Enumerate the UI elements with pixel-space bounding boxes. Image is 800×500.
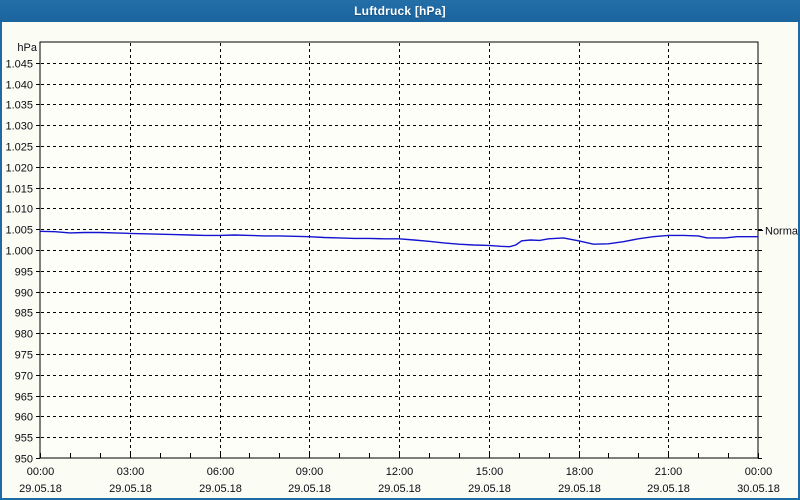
y-tick-label: 1.035: [5, 100, 33, 112]
y-tick-label: 1.005: [5, 225, 33, 237]
y-tick-label: 1.020: [5, 163, 33, 175]
x-tick-time-label: 06:00: [207, 466, 235, 478]
y-tick-label: 980: [15, 329, 33, 341]
x-tick-date-label: 29.05.18: [647, 483, 690, 495]
y-tick-label: 1.000: [5, 246, 33, 258]
y-tick-label: 1.030: [5, 121, 33, 133]
y-tick-label: 965: [15, 392, 33, 404]
y-tick-label: 955: [15, 433, 33, 445]
x-tick-date-label: 29.05.18: [378, 483, 421, 495]
x-tick-date-label: 29.05.18: [468, 483, 511, 495]
y-tick-label: 985: [15, 308, 33, 320]
pressure-line-chart: hPa 1.045 1.040 1.035 1.030 1.025 1.020 1.015 1.…: [5, 41, 800, 495]
x-tick-date-label: 29.05.18: [19, 483, 62, 495]
x-tick-time-label: 00:00: [27, 466, 55, 478]
x-tick-date-label: 29.05.18: [199, 483, 242, 495]
y-tick-label: 995: [15, 267, 33, 279]
x-tick-time-label: 21:00: [655, 466, 683, 478]
y-tick-label: 1.010: [5, 204, 33, 216]
x-tick-time-label: 18:00: [566, 466, 594, 478]
window-titlebar: Luftdruck [hPa]: [0, 0, 800, 22]
y-axis-unit-label: hPa: [17, 42, 37, 54]
x-tick-time-label: 12:00: [386, 466, 414, 478]
x-tick-date-label: 29.05.18: [558, 483, 601, 495]
x-tick-time-label: 09:00: [296, 466, 324, 478]
x-tick-date-label: 30.05.18: [737, 483, 780, 495]
x-tick-time-label: 15:00: [476, 466, 504, 478]
x-tick-date-label: 29.05.18: [288, 483, 331, 495]
y-tick-label: 1.045: [5, 59, 33, 71]
y-tick-label: 960: [15, 412, 33, 424]
y-tick-label: 990: [15, 288, 33, 300]
y-tick-label: 1.040: [5, 80, 33, 92]
x-tick-date-label: 29.05.18: [109, 483, 152, 495]
y-tick-label: 950: [15, 454, 33, 466]
normal-marker-label: Normal: [765, 226, 798, 238]
y-tick-label: 975: [15, 350, 33, 362]
x-tick-time-label: 00:00: [745, 466, 773, 478]
chart-area: hPa 1.045 1.040 1.035 1.030 1.025 1.020 1.015 1.…: [2, 22, 800, 498]
y-tick-label: 1.025: [5, 142, 33, 154]
pressure-series-line: [39, 230, 759, 248]
y-tick-label: 970: [15, 371, 33, 383]
y-tick-label: 1.015: [5, 184, 33, 196]
window-title: Luftdruck [hPa]: [354, 4, 446, 18]
x-tick-time-label: 03:00: [117, 466, 145, 478]
